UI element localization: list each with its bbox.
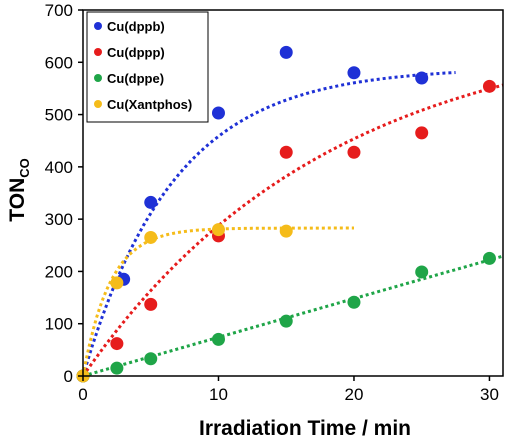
legend-label: Cu(dppb) — [107, 19, 165, 34]
data-point — [144, 297, 158, 311]
legend-label: Cu(Xantphos) — [107, 97, 192, 112]
legend-marker — [94, 22, 102, 30]
data-point — [144, 230, 158, 244]
legend-label: Cu(dppp) — [107, 45, 165, 60]
data-point — [211, 106, 225, 120]
y-tick-label: 200 — [45, 262, 73, 281]
data-point — [211, 223, 225, 237]
data-point — [279, 314, 293, 328]
x-axis-title: Irradiation Time / min — [199, 417, 411, 440]
data-point — [415, 126, 429, 140]
legend-marker — [94, 74, 102, 82]
y-axis-title-subscript: CO — [17, 158, 32, 178]
x-tick-label: 20 — [345, 385, 364, 404]
legend-box — [86, 11, 209, 123]
data-point — [144, 352, 158, 366]
data-point — [347, 145, 361, 159]
data-point — [347, 66, 361, 80]
data-points — [76, 45, 496, 383]
axes: 0 100 200 300 400 500 600 700 0 10 20 30 — [45, 1, 504, 404]
y-tick-label: 500 — [45, 106, 73, 125]
data-point — [110, 337, 124, 351]
data-point — [482, 251, 496, 265]
data-point — [415, 71, 429, 85]
data-point — [110, 276, 124, 290]
x-tick-label: 0 — [78, 385, 87, 404]
y-tick-label: 600 — [45, 53, 73, 72]
data-point — [482, 79, 496, 93]
data-point — [279, 45, 293, 59]
data-point — [144, 195, 158, 209]
y-tick-label: 100 — [45, 315, 73, 334]
y-axis-title-main: TON — [6, 178, 29, 222]
y-axis-title: TONCO — [6, 158, 32, 221]
y-tick-label: 300 — [45, 210, 73, 229]
x-tick-label: 10 — [209, 385, 228, 404]
legend: Cu(dppb) Cu(dppp) Cu(dppe) Cu(Xantphos) — [86, 11, 209, 123]
data-point — [110, 361, 124, 375]
fit-line-1 — [81, 71, 456, 377]
data-point — [211, 332, 225, 346]
legend-label: Cu(dppe) — [107, 71, 164, 86]
y-tick-label: 400 — [45, 158, 73, 177]
data-point — [347, 295, 361, 309]
y-tick-label: 0 — [64, 367, 73, 386]
fit-line-2 — [81, 83, 504, 377]
data-point — [279, 224, 293, 238]
y-tick-label: 700 — [45, 1, 73, 20]
fit-line-4 — [81, 226, 354, 377]
data-point — [279, 145, 293, 159]
x-tick-label: 30 — [480, 385, 499, 404]
legend-marker — [94, 100, 102, 108]
plot-frame — [82, 9, 504, 377]
data-point — [415, 265, 429, 279]
legend-marker — [94, 48, 102, 56]
